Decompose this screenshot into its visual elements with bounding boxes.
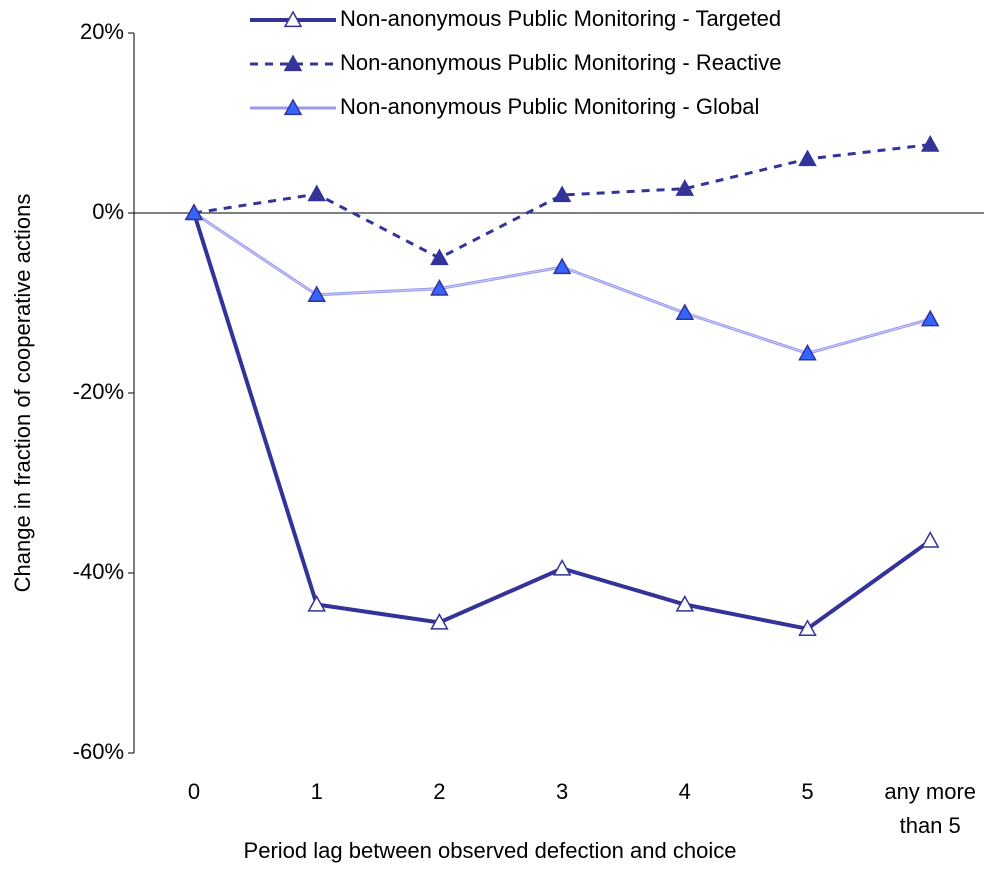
x-tick-label: 1	[310, 779, 323, 804]
legend-marker	[283, 10, 303, 28]
marker	[552, 257, 572, 275]
marker	[675, 179, 695, 196]
y-tick-label: -60%	[73, 739, 124, 764]
marker	[920, 135, 940, 152]
marker	[920, 531, 940, 548]
marker	[430, 248, 449, 266]
marker	[307, 184, 326, 202]
marker	[675, 303, 695, 321]
marker	[430, 279, 449, 296]
marker	[307, 285, 326, 303]
x-axis-title: Period lag between observed defection an…	[244, 838, 737, 863]
x-tick-label: any more than 5	[884, 779, 977, 838]
marker	[430, 612, 449, 630]
legend-marker	[283, 98, 303, 116]
marker	[307, 594, 326, 612]
marker	[675, 594, 695, 612]
marker	[798, 149, 817, 167]
series-line	[193, 211, 931, 355]
marker	[552, 558, 572, 576]
y-tick-label: 20%	[80, 19, 124, 44]
y-axis-title: Change in fraction of cooperative action…	[10, 194, 35, 593]
legend-label: Non-anonymous Public Monitoring - Reacti…	[340, 50, 781, 75]
marker	[798, 619, 817, 636]
x-tick-label: 0	[187, 779, 201, 804]
marker	[552, 185, 572, 203]
x-tick-label: 5	[801, 779, 814, 804]
legend-label: Non-anonymous Public Monitoring - Global	[340, 94, 759, 119]
x-tick-label: 2	[433, 779, 446, 804]
marker	[184, 203, 204, 221]
x-tick-label: 3	[555, 779, 569, 804]
legend-marker	[283, 54, 303, 72]
x-tick-label: 4	[678, 779, 691, 804]
y-tick-label: -20%	[73, 379, 124, 404]
legend-label: Non-anonymous Public Monitoring - Target…	[340, 6, 781, 31]
marker	[920, 309, 940, 327]
marker	[798, 343, 817, 361]
y-tick-label: -40%	[73, 559, 124, 584]
series-line-edge	[193, 212, 931, 354]
y-tick-label: 0%	[92, 199, 124, 224]
